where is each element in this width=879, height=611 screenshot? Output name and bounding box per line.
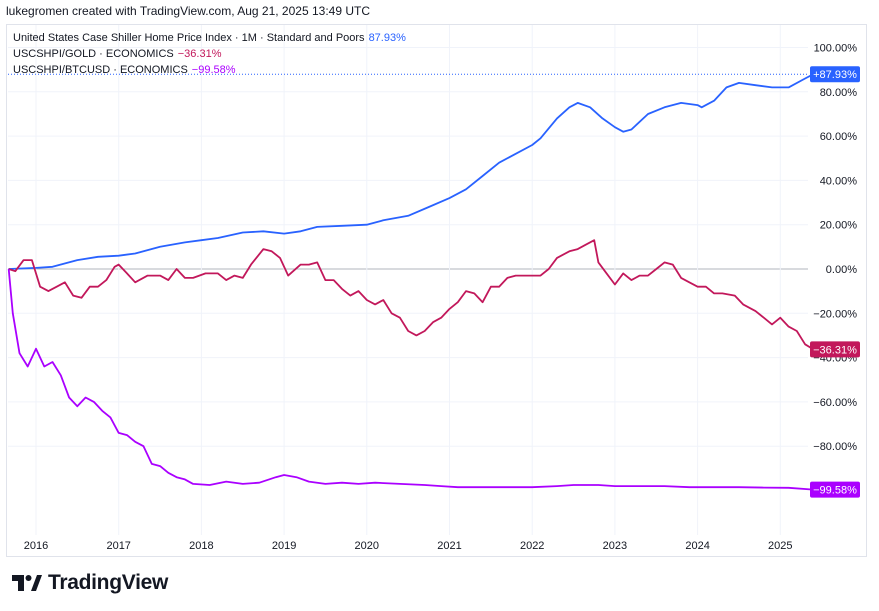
y-axis: 100.00% 80.00% 60.00% 40.00% 20.00% 0.00% −20.… — [813, 43, 857, 454]
legend-item-case-shiller[interactable]: United States Case Shiller Home Price In… — [13, 30, 406, 46]
tradingview-logo[interactable]: TradingView — [12, 571, 168, 595]
x-tick-label: 2021 — [437, 540, 461, 552]
y-tick-label: 80.00% — [820, 87, 858, 99]
x-tick-label: 2017 — [106, 540, 130, 552]
tradingview-logo-icon — [12, 575, 42, 591]
legend-series-value: −36.31% — [177, 48, 222, 60]
legend-item-gold[interactable]: USCSHPI/GOLD · ECONOMICS −36.31% — [13, 46, 406, 62]
legend-item-btc[interactable]: USCSHPI/BTCUSD · ECONOMICS −99.58% — [13, 62, 406, 78]
x-tick-label: 2016 — [24, 540, 48, 552]
y-tick-label: −20.00% — [813, 308, 857, 320]
legend-series-value: 87.93% — [368, 32, 406, 44]
chart-credit: lukegromen created with TradingView.com,… — [6, 4, 370, 18]
legend-series-name: USCSHPI/GOLD · ECONOMICS — [13, 48, 174, 60]
y-tick-label: −60.00% — [813, 397, 857, 409]
x-tick-label: 2020 — [355, 540, 379, 552]
last-value-badge-bg — [810, 341, 860, 358]
last-value-badge-bg — [810, 66, 860, 83]
last-value-badge-label: +87.93% — [813, 69, 857, 81]
legend-series-value: −99.58% — [191, 64, 236, 76]
last-value-badge-bg — [810, 481, 860, 498]
chart-frame — [6, 24, 867, 557]
legend-series-name: USCSHPI/BTCUSD · ECONOMICS — [13, 64, 188, 76]
x-tick-label: 2019 — [272, 540, 296, 552]
series-line-1 — [8, 239, 814, 351]
x-axis: 2016 2017 2018 2019 2020 2021 2022 2023 2024 2025 — [24, 540, 793, 552]
y-tick-label: 20.00% — [820, 220, 858, 232]
x-tick-label: 2024 — [685, 540, 709, 552]
x-tick-label: 2022 — [520, 540, 544, 552]
series-lines — [7, 71, 817, 491]
y-tick-label: 0.00% — [826, 264, 857, 276]
series-line-2 — [7, 268, 814, 491]
x-tick-label: 2025 — [768, 540, 792, 552]
last-value-badge-label: −99.58% — [813, 485, 857, 497]
grid — [8, 25, 808, 535]
last-value-badges: +87.93% −36.31% −99.58% — [810, 66, 860, 498]
y-tick-label: 100.00% — [814, 43, 858, 55]
x-tick-label: 2023 — [603, 540, 627, 552]
tradingview-logo-text: TradingView — [48, 571, 169, 594]
chart-legend: United States Case Shiller Home Price In… — [13, 30, 406, 78]
y-tick-label: 60.00% — [820, 131, 858, 143]
y-tick-label: 40.00% — [820, 175, 858, 187]
series-line-0 — [8, 73, 814, 270]
x-tick-label: 2018 — [189, 540, 213, 552]
legend-series-name: United States Case Shiller Home Price In… — [13, 32, 365, 44]
y-tick-label: −80.00% — [813, 441, 857, 453]
last-value-badge-label: −36.31% — [813, 344, 857, 356]
